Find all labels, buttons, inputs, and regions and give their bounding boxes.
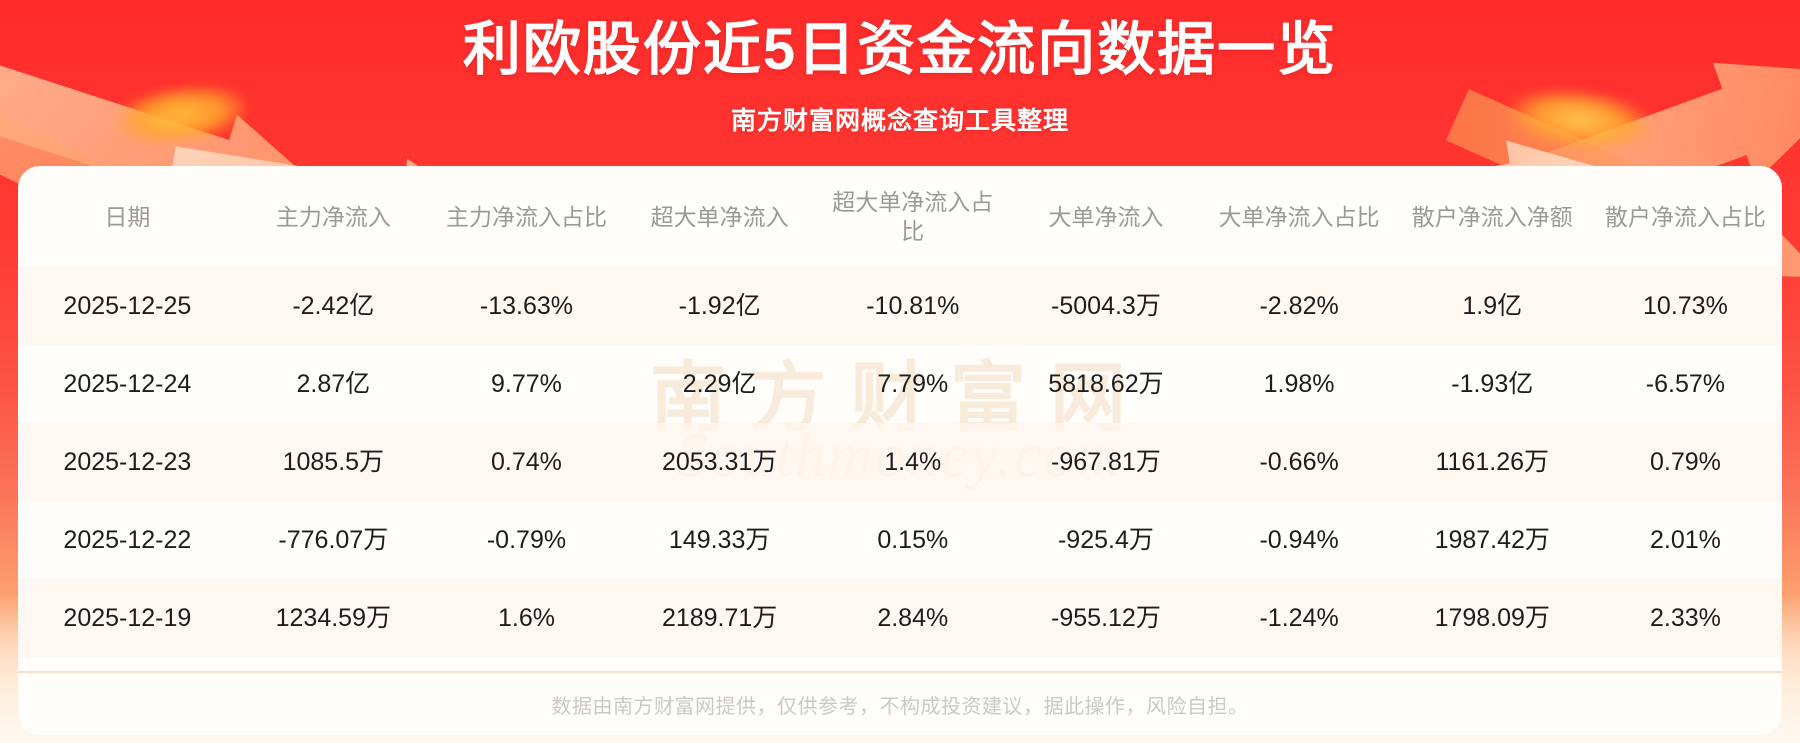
cell-main-net: -776.07万 bbox=[278, 525, 389, 554]
table-header-row: 日期 主力净流入 主力净流入占比 超大单净流入 超大单净流入占比 大单净流入 大… bbox=[18, 166, 1782, 267]
cell-lg-pct: -0.66% bbox=[1202, 422, 1396, 501]
cell-retail-net: 1798.09万 bbox=[1395, 578, 1589, 657]
column-header-xl-pct: 超大单净流入占比 bbox=[832, 189, 994, 245]
cell-lg-net: 5818.62万 bbox=[1048, 369, 1164, 398]
cell-xl-net: -1.92亿 bbox=[623, 266, 817, 345]
cell-xl-net: 2053.31万 bbox=[623, 422, 817, 501]
table-row: 2025-12-24 2.87亿 9.77% 2.29亿 7.79% 5818.… bbox=[18, 345, 1782, 423]
cell-lg-pct: -2.82% bbox=[1202, 266, 1396, 345]
cell-lg-net: -925.4万 bbox=[1057, 525, 1154, 554]
column-header-date: 日期 bbox=[104, 203, 151, 230]
column-header-lg-pct: 大单净流入占比 bbox=[1218, 203, 1380, 230]
cell-lg-net: -955.12万 bbox=[1009, 578, 1203, 657]
cell-xl-net: 2189.71万 bbox=[623, 578, 817, 657]
cell-retail-pct: 2.01% bbox=[1649, 525, 1721, 554]
cell-date: 2025-12-19 bbox=[18, 578, 237, 657]
cell-main-pct: -13.63% bbox=[429, 266, 624, 345]
column-header-main-pct: 主力净流入占比 bbox=[445, 203, 607, 230]
cell-lg-net: -967.81万 bbox=[1009, 422, 1203, 501]
cell-main-net: 1234.59万 bbox=[236, 578, 430, 657]
table-head: 日期 主力净流入 主力净流入占比 超大单净流入 超大单净流入占比 大单净流入 大… bbox=[18, 166, 1782, 267]
cell-date: 2025-12-24 bbox=[63, 369, 192, 398]
cell-xl-pct: 7.79% bbox=[877, 369, 949, 398]
cell-main-pct: 0.74% bbox=[429, 422, 624, 501]
cell-xl-pct: 0.15% bbox=[877, 525, 949, 554]
column-header-retail-pct: 散户净流入占比 bbox=[1604, 203, 1766, 230]
cell-main-net: 1085.5万 bbox=[236, 422, 430, 501]
table-row: 2025-12-22 -776.07万 -0.79% 149.33万 0.15%… bbox=[18, 501, 1782, 579]
cell-main-pct: -0.79% bbox=[486, 525, 567, 554]
cell-main-net: 2.87亿 bbox=[296, 369, 371, 398]
column-header-retail-net: 散户净流入净额 bbox=[1411, 203, 1573, 230]
cell-lg-pct: -0.94% bbox=[1259, 525, 1339, 554]
cell-lg-pct: 1.98% bbox=[1263, 369, 1335, 398]
cell-retail-pct: 10.73% bbox=[1588, 266, 1782, 345]
cell-date: 2025-12-22 bbox=[63, 525, 192, 554]
column-header-lg-net: 大单净流入 bbox=[1048, 203, 1164, 230]
table-row: 2025-12-25 -2.42亿 -13.63% -1.92亿 -10.81%… bbox=[18, 266, 1782, 345]
cell-retail-net: -1.93亿 bbox=[1451, 369, 1534, 398]
cell-retail-pct: 2.33% bbox=[1588, 578, 1782, 657]
table-row: 2025-12-23 1085.5万 0.74% 2053.31万 1.4% -… bbox=[18, 422, 1782, 501]
cell-lg-net: -5004.3万 bbox=[1009, 266, 1203, 345]
cell-xl-net: 2.29亿 bbox=[682, 369, 757, 398]
cell-retail-pct: 0.79% bbox=[1588, 422, 1782, 501]
table-row: 2025-12-19 1234.59万 1.6% 2189.71万 2.84% … bbox=[18, 578, 1782, 657]
cell-xl-pct: -10.81% bbox=[816, 266, 1010, 345]
cell-lg-pct: -1.24% bbox=[1202, 578, 1396, 657]
page-title: 利欧股份近5日资金流向数据一览 bbox=[462, 17, 1338, 82]
column-header-xl-net: 超大单净流入 bbox=[650, 203, 789, 230]
data-card: 南方财富网 Southmoney.com 日期 主力净流入 主力净流入占比 超大… bbox=[18, 166, 1782, 735]
fund-flow-table: 日期 主力净流入 主力净流入占比 超大单净流入 超大单净流入占比 大单净流入 大… bbox=[18, 166, 1782, 657]
page-header: 利欧股份近5日资金流向数据一览 南方财富网概念查询工具整理 bbox=[0, 14, 1800, 137]
cell-main-pct: 1.6% bbox=[429, 578, 624, 657]
cell-retail-pct: -6.57% bbox=[1645, 369, 1726, 398]
cell-retail-net: 1.9亿 bbox=[1395, 266, 1589, 345]
cell-date: 2025-12-23 bbox=[18, 422, 237, 501]
cell-main-pct: 9.77% bbox=[491, 369, 562, 398]
disclaimer-text: 数据由南方财富网提供，仅供参考，不构成投资建议，据此操作，风险自担。 bbox=[551, 696, 1249, 718]
cell-date: 2025-12-25 bbox=[18, 266, 237, 345]
cell-main-net: -2.42亿 bbox=[236, 266, 430, 345]
footer: 数据由南方财富网提供，仅供参考，不构成投资建议，据此操作，风险自担。 bbox=[18, 671, 1782, 735]
cell-xl-pct: 1.4% bbox=[816, 422, 1010, 501]
cell-xl-net: 149.33万 bbox=[668, 525, 771, 554]
column-header-main-net: 主力净流入 bbox=[275, 203, 391, 230]
table-body: 2025-12-25 -2.42亿 -13.63% -1.92亿 -10.81%… bbox=[18, 266, 1782, 657]
cell-retail-net: 1161.26万 bbox=[1395, 422, 1589, 501]
cell-retail-net: 1987.42万 bbox=[1434, 525, 1550, 554]
cell-xl-pct: 2.84% bbox=[816, 578, 1010, 657]
page-subtitle: 南方财富网概念查询工具整理 bbox=[730, 106, 1069, 135]
